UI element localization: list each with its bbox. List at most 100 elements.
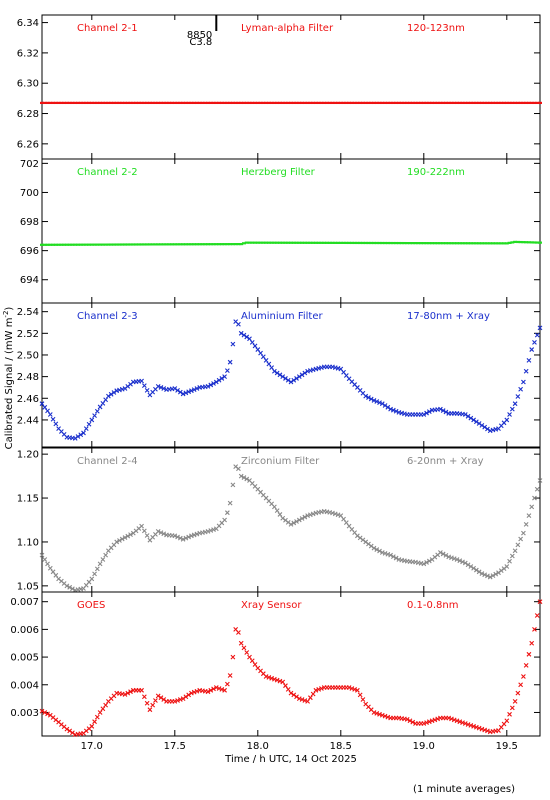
data-point <box>175 387 180 393</box>
data-point <box>274 370 280 376</box>
data-point <box>158 695 164 701</box>
data-point <box>141 383 147 389</box>
data-point <box>426 558 432 564</box>
data-point <box>42 557 48 562</box>
data-point <box>144 533 150 538</box>
data-point <box>410 719 416 725</box>
data-point <box>537 478 543 483</box>
data-point <box>227 500 233 506</box>
data-point <box>236 466 241 472</box>
series-points <box>39 319 543 441</box>
data-point <box>45 408 50 414</box>
data-point <box>230 654 236 660</box>
data-point <box>238 330 244 336</box>
data-point <box>42 404 48 410</box>
data-point <box>117 538 122 543</box>
data-point <box>426 409 432 415</box>
data-point <box>385 714 391 720</box>
y-tick-label: 1.15 <box>17 494 39 505</box>
data-point <box>313 687 319 693</box>
data-point <box>532 626 537 632</box>
data-point <box>75 434 81 439</box>
data-point <box>371 398 377 403</box>
data-point <box>302 514 308 520</box>
data-point <box>523 522 529 527</box>
y-tick-label: 700 <box>20 188 39 199</box>
data-point <box>238 640 244 646</box>
data-point <box>172 533 178 539</box>
data-point <box>512 548 518 554</box>
data-point <box>366 395 371 400</box>
data-point <box>94 714 100 720</box>
data-point <box>310 691 316 697</box>
data-point <box>440 408 446 413</box>
data-point <box>155 529 161 534</box>
data-point <box>211 381 216 386</box>
data-point <box>177 389 183 395</box>
data-point <box>219 686 225 692</box>
data-point <box>390 554 396 559</box>
data-point <box>175 698 180 703</box>
data-point <box>471 565 476 571</box>
data-point <box>393 408 399 414</box>
data-point <box>172 698 178 704</box>
y-tick-label: 0.005 <box>10 653 39 664</box>
data-point <box>479 422 485 428</box>
data-point <box>161 697 167 702</box>
panel-band-label: 120-123nm <box>407 23 465 34</box>
data-point <box>92 719 97 725</box>
data-point <box>407 718 413 724</box>
y-tick-label: 2.44 <box>17 415 39 426</box>
data-point <box>189 388 194 394</box>
data-point <box>482 424 488 430</box>
data-point <box>509 553 515 559</box>
data-point <box>438 406 443 412</box>
data-point <box>507 412 512 417</box>
data-point <box>108 391 114 397</box>
data-point <box>357 692 363 698</box>
data-point <box>296 517 302 523</box>
data-point <box>460 720 465 726</box>
y-axis-label-exponent: -2 <box>2 311 10 318</box>
data-point <box>355 687 360 693</box>
data-point <box>111 390 117 395</box>
data-point <box>457 558 463 564</box>
data-point <box>50 416 56 422</box>
data-point <box>291 377 297 383</box>
data-point <box>161 531 167 537</box>
data-point <box>526 357 532 363</box>
data-point <box>446 715 452 721</box>
data-point <box>128 689 133 695</box>
panel-band-label: 0.1-0.8nm <box>407 600 459 611</box>
y-tick-label: 694 <box>20 275 39 286</box>
data-point <box>507 558 512 564</box>
data-point <box>269 675 275 681</box>
data-point <box>421 721 427 726</box>
data-point <box>194 531 200 537</box>
data-point <box>421 561 427 567</box>
data-point <box>244 650 250 655</box>
y-tick-label: 0.007 <box>10 597 39 608</box>
data-point <box>122 535 128 540</box>
data-point <box>285 377 291 383</box>
y-tick-label: 0.004 <box>10 680 39 691</box>
data-point <box>186 534 192 540</box>
data-point <box>158 385 164 390</box>
data-point <box>424 560 429 565</box>
data-point <box>94 408 100 414</box>
data-point <box>208 382 214 388</box>
y-axis-label-suffix: ) <box>4 307 15 311</box>
data-point <box>537 599 543 605</box>
data-point <box>493 571 499 577</box>
panel-4: 1.20 1.15 1.10 1.05 Channel 2-4 Zirconium Fil… <box>17 447 543 593</box>
y-tick-label: 696 <box>20 246 39 257</box>
data-point <box>67 728 73 734</box>
panel-frame <box>41 158 541 304</box>
data-point <box>97 561 103 567</box>
data-point <box>451 556 457 562</box>
data-point <box>465 722 471 727</box>
data-point <box>515 394 521 399</box>
y-tick-label: 0.003 <box>10 708 39 719</box>
data-point <box>426 719 432 725</box>
x-tick-label: 18.5 <box>330 741 352 752</box>
